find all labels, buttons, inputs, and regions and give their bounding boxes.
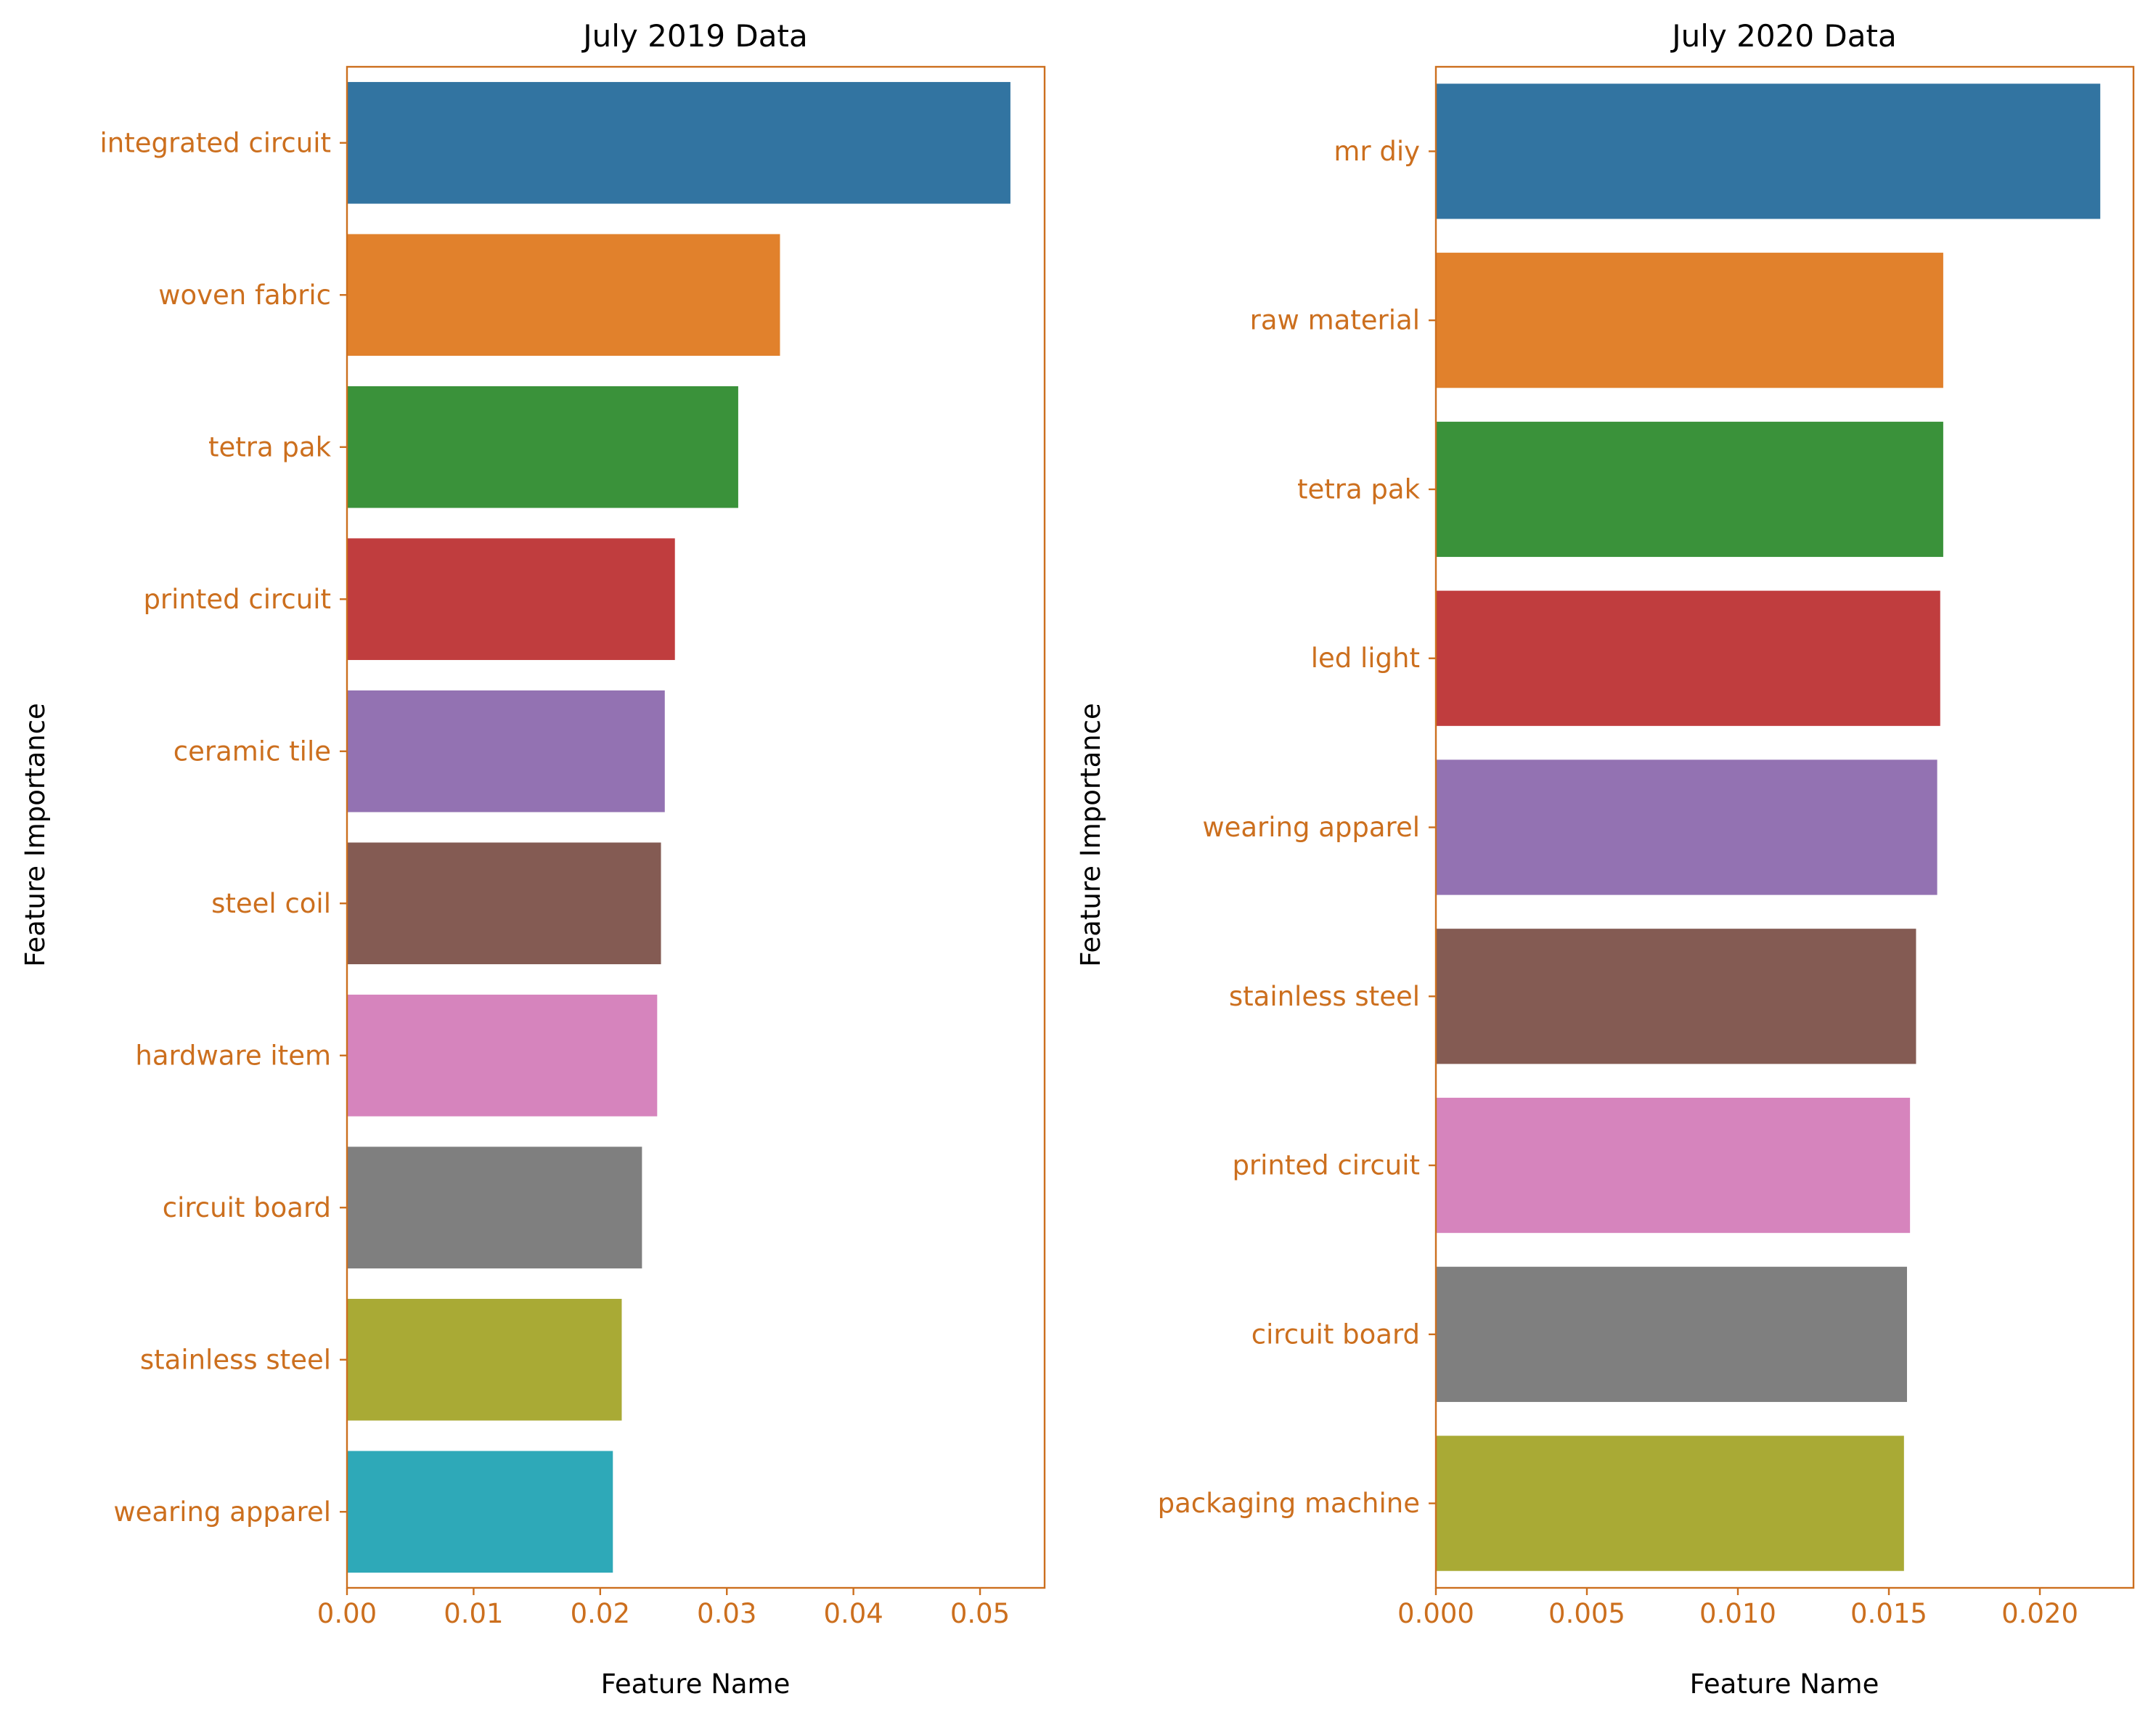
y-tick-label-circuit-board: circuit board xyxy=(1251,1318,1420,1350)
chart-july-2019: July 2019 Data integrated circuit woven f… xyxy=(20,18,1046,1700)
y-tick-label-woven-fabric: woven fabric xyxy=(158,280,331,311)
y-tick-label-ceramic-tile: ceramic tile xyxy=(173,735,331,767)
y-tick-label-stainless-steel: stainless steel xyxy=(1229,981,1420,1012)
bar-led-light xyxy=(1436,590,1940,726)
y-tick-label-tetra-pak: tetra pak xyxy=(1297,473,1421,505)
y-tick-group: mr diy raw material tetra pak led light wear… xyxy=(1158,136,1436,1519)
bar-printed-circuit xyxy=(1436,1097,1911,1234)
chart-title: July 2020 Data xyxy=(1670,18,1896,54)
y-tick-label-hardware-item: hardware item xyxy=(135,1040,331,1071)
bar-stainless-steel xyxy=(347,1298,622,1421)
y-tick-label-wearing-apparel: wearing apparel xyxy=(113,1496,331,1528)
x-tick-label: 0.015 xyxy=(1850,1598,1927,1629)
bar-tetra-pak xyxy=(1436,421,1943,558)
bar-mr-diy xyxy=(1436,83,2101,219)
y-tick-label-led-light: led light xyxy=(1311,643,1420,674)
x-tick-group: 0.000 0.005 0.010 0.015 0.020 xyxy=(1397,1588,2078,1629)
y-tick-label-raw-material: raw material xyxy=(1250,305,1420,336)
bar-wearing-apparel xyxy=(1436,759,1937,895)
bar-woven-fabric xyxy=(347,234,780,356)
y-tick-label-tetra-pak: tetra pak xyxy=(208,431,332,462)
bar-group xyxy=(347,81,1010,1573)
bar-steel-coil xyxy=(347,842,661,965)
x-tick-label: 0.02 xyxy=(571,1598,630,1629)
x-tick-label: 0.000 xyxy=(1397,1598,1474,1629)
bar-group xyxy=(1436,83,2101,1571)
bar-ceramic-tile xyxy=(347,690,665,812)
x-tick-label: 0.00 xyxy=(317,1598,377,1629)
x-tick-label: 0.05 xyxy=(950,1598,1010,1629)
axes-frame xyxy=(1434,65,2135,1589)
x-tick-group: 0.00 0.01 0.02 0.03 0.04 0.05 xyxy=(317,1588,1010,1629)
bar-tetra-pak xyxy=(347,386,738,508)
chart-title: July 2019 Data xyxy=(581,18,807,54)
y-tick-label-steel-coil: steel coil xyxy=(211,888,331,919)
x-tick-label: 0.020 xyxy=(2001,1598,2078,1629)
y-tick-label-printed-circuit: printed circuit xyxy=(143,584,331,615)
y-axis-label: Feature Importance xyxy=(1075,703,1106,967)
chart-july-2020: July 2020 Data mr diy raw material tetra p… xyxy=(1075,18,2135,1700)
y-tick-label-stainless-steel: stainless steel xyxy=(140,1344,331,1375)
bar-raw-material xyxy=(1436,253,1943,388)
x-axis-label: Feature Name xyxy=(601,1668,791,1700)
y-tick-group: integrated circuit woven fabric tetra pak p… xyxy=(100,127,347,1528)
x-tick-label: 0.03 xyxy=(697,1598,756,1629)
x-tick-label: 0.010 xyxy=(1699,1598,1776,1629)
bar-wearing-apparel xyxy=(347,1451,613,1573)
y-tick-label-integrated-circuit: integrated circuit xyxy=(100,127,332,158)
bar-stainless-steel xyxy=(1436,929,1916,1064)
bar-hardware-item xyxy=(347,994,658,1117)
y-tick-label-printed-circuit: printed circuit xyxy=(1232,1150,1420,1181)
y-tick-label-circuit-board: circuit board xyxy=(163,1192,331,1223)
bar-integrated-circuit xyxy=(347,81,1010,204)
x-tick-label: 0.005 xyxy=(1548,1598,1625,1629)
y-tick-label-mr-diy: mr diy xyxy=(1334,136,1420,167)
y-axis-label: Feature Importance xyxy=(20,703,51,967)
bar-packaging-machine xyxy=(1436,1435,1904,1571)
x-tick-label: 0.04 xyxy=(823,1598,883,1629)
x-axis-label: Feature Name xyxy=(1690,1668,1879,1700)
axes-frame xyxy=(346,65,1046,1589)
bar-circuit-board xyxy=(1436,1266,1907,1402)
bar-circuit-board xyxy=(347,1146,642,1269)
y-tick-label-wearing-apparel: wearing apparel xyxy=(1202,812,1420,843)
y-tick-label-packaging-machine: packaging machine xyxy=(1158,1488,1420,1519)
x-tick-label: 0.01 xyxy=(444,1598,503,1629)
bar-printed-circuit xyxy=(347,538,675,661)
